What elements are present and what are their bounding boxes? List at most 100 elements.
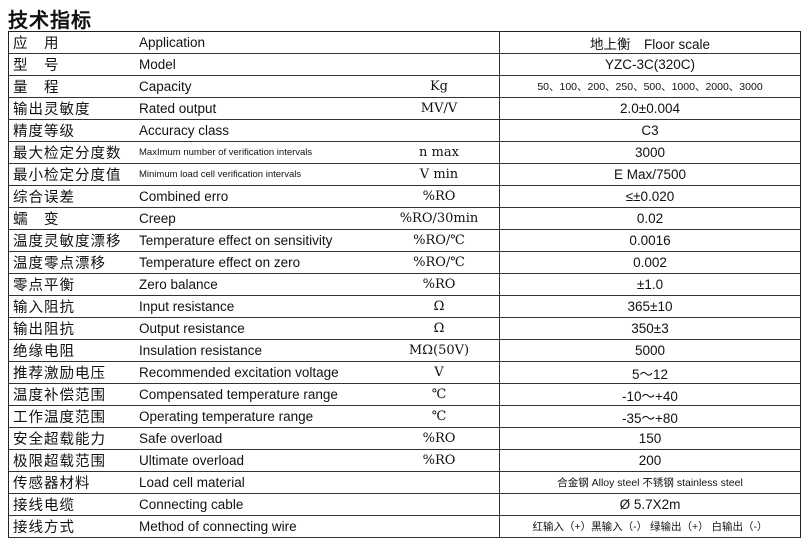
cell-label-en: Rated output <box>139 97 379 120</box>
cell-label-cn: 极限超载范围 <box>8 449 139 472</box>
cell-label-en: Temperature effect on sensitivity <box>139 229 379 252</box>
cell-unit <box>379 515 500 538</box>
cell-label-cn: 精度等级 <box>8 119 139 142</box>
cell-label-cn: 温度零点漂移 <box>8 251 139 274</box>
table-row: 最小检定分度值 Minimum load cell verification in… <box>8 163 801 186</box>
cell-value: 350±3 <box>499 317 801 340</box>
cell-unit: %RO <box>379 449 500 472</box>
cell-unit: ℃ <box>379 405 500 428</box>
cell-value: 0.002 <box>499 251 801 274</box>
cell-value: ±1.0 <box>499 273 801 296</box>
table-row: 输出灵敏度 Rated output MV/V 2.0±0.004 <box>8 97 801 120</box>
table-row: 输入阻抗 Input resistance Ω 365±10 <box>8 295 801 318</box>
cell-unit: %RO/℃ <box>379 251 500 274</box>
cell-label-cn: 最大检定分度数 <box>8 141 139 164</box>
cell-label-en: Safe overload <box>139 427 379 450</box>
cell-unit <box>379 471 500 494</box>
cell-value: 0.0016 <box>499 229 801 252</box>
cell-unit: Kg <box>379 75 500 98</box>
table-row: 应 用 Application 地上衡 Floor scale <box>8 31 801 54</box>
cell-label-cn: 工作温度范围 <box>8 405 139 428</box>
cell-label-en: Recommended excitation voltage <box>139 361 379 384</box>
cell-unit: Ω <box>379 295 500 318</box>
cell-label-en: Ultimate overload <box>139 449 379 472</box>
table-row: 推荐激励电压 Recommended excitation voltage V 5～1… <box>8 361 801 384</box>
cell-unit: MΩ(50V) <box>379 339 500 362</box>
cell-label-cn: 零点平衡 <box>8 273 139 296</box>
cell-value: -35～+80 <box>499 405 801 428</box>
cell-unit <box>379 53 500 76</box>
cell-unit: %RO/℃ <box>379 229 500 252</box>
cell-label-cn: 输出灵敏度 <box>8 97 139 120</box>
cell-label-en: Creep <box>139 207 379 230</box>
cell-label-cn: 安全超载能力 <box>8 427 139 450</box>
table-row: 输出阻抗 Output resistance Ω 350±3 <box>8 317 801 340</box>
cell-label-cn: 最小检定分度值 <box>8 163 139 186</box>
page-title: 技术指标 <box>8 8 92 32</box>
cell-label-en: Connecting cable <box>139 493 379 516</box>
cell-label-cn: 绝缘电阻 <box>8 339 139 362</box>
cell-label-en: Accuracy class <box>139 119 379 142</box>
cell-value: C3 <box>499 119 801 142</box>
table-row: 接线电缆 Connecting cable Ø 5.7X2m <box>8 493 801 516</box>
cell-label-cn: 接线电缆 <box>8 493 139 516</box>
cell-unit: %RO <box>379 427 500 450</box>
cell-label-cn: 传感器材料 <box>8 471 139 494</box>
cell-value: -10～+40 <box>499 383 801 406</box>
table-row: 安全超载能力 Safe overload %RO 150 <box>8 427 801 450</box>
cell-label-cn: 输入阻抗 <box>8 295 139 318</box>
table-row: 传感器材料 Load cell material 合金钢 Alloy steel 不… <box>8 471 801 494</box>
cell-value: 合金钢 Alloy steel 不锈钢 stainless steel <box>499 471 801 494</box>
cell-label-en: Compensated temperature range <box>139 383 379 406</box>
cell-unit: Ω <box>379 317 500 340</box>
cell-label-cn: 量 程 <box>8 75 139 98</box>
cell-label-cn: 推荐激励电压 <box>8 361 139 384</box>
cell-label-en: Combined erro <box>139 185 379 208</box>
cell-label-en: Method of connecting wire <box>139 515 379 538</box>
cell-value: 150 <box>499 427 801 450</box>
table-row: 绝缘电阻 Insulation resistance MΩ(50V) 5000 <box>8 339 801 362</box>
cell-unit <box>379 31 500 54</box>
cell-label-en: Temperature effect on zero <box>139 251 379 274</box>
cell-unit: %RO <box>379 185 500 208</box>
cell-value: 0.02 <box>499 207 801 230</box>
table-row: 接线方式 Method of connecting wire 红输入（+）黑输入（-… <box>8 515 801 538</box>
cell-label-cn: 应 用 <box>8 31 139 54</box>
cell-label-en: Zero balance <box>139 273 379 296</box>
cell-unit: MV/V <box>379 97 500 120</box>
cell-label-cn: 温度补偿范围 <box>8 383 139 406</box>
cell-label-cn: 接线方式 <box>8 515 139 538</box>
table-row: 零点平衡 Zero balance %RO ±1.0 <box>8 273 801 296</box>
cell-value: 红输入（+）黑输入（-） 绿输出（+） 白输出（-） <box>499 515 801 538</box>
cell-value: Ø 5.7X2m <box>499 493 801 516</box>
table-row: 蠕 变 Creep %RO/30min 0.02 <box>8 207 801 230</box>
cell-value: 5000 <box>499 339 801 362</box>
table-row: 精度等级 Accuracy class C3 <box>8 119 801 142</box>
cell-label-en: Insulation resistance <box>139 339 379 362</box>
cell-unit <box>379 119 500 142</box>
cell-unit: V min <box>379 163 500 186</box>
cell-unit: n max <box>379 141 500 164</box>
table-row: 工作温度范围 Operating temperature range ℃ -35～+8… <box>8 405 801 428</box>
table-row: 量 程 Capacity Kg 50、100、200、250、500、1000、200… <box>8 75 801 98</box>
cell-label-en: Model <box>139 53 379 76</box>
cell-label-cn: 型 号 <box>8 53 139 76</box>
cell-label-cn: 蠕 变 <box>8 207 139 230</box>
cell-value: 2.0±0.004 <box>499 97 801 120</box>
cell-value: 365±10 <box>499 295 801 318</box>
cell-label-en: MaxImum number of verification intervals <box>139 141 379 164</box>
cell-label-en: Input resistance <box>139 295 379 318</box>
cell-value: E Max/7500 <box>499 163 801 186</box>
cell-unit: ℃ <box>379 383 500 406</box>
cell-label-en: Application <box>139 31 379 54</box>
cell-value: 50、100、200、250、500、1000、2000、3000 <box>499 75 801 98</box>
cell-label-cn: 温度灵敏度漂移 <box>8 229 139 252</box>
cell-label-cn: 综合误差 <box>8 185 139 208</box>
cell-label-en: Capacity <box>139 75 379 98</box>
cell-unit: %RO/30min <box>379 207 500 230</box>
cell-label-en: Load cell material <box>139 471 379 494</box>
table-row: 温度零点漂移 Temperature effect on zero %RO/℃ 0.0… <box>8 251 801 274</box>
table-row: 最大检定分度数 MaxImum number of verification in… <box>8 141 801 164</box>
cell-value: 200 <box>499 449 801 472</box>
table-row: 温度补偿范围 Compensated temperature range ℃ -10～… <box>8 383 801 406</box>
